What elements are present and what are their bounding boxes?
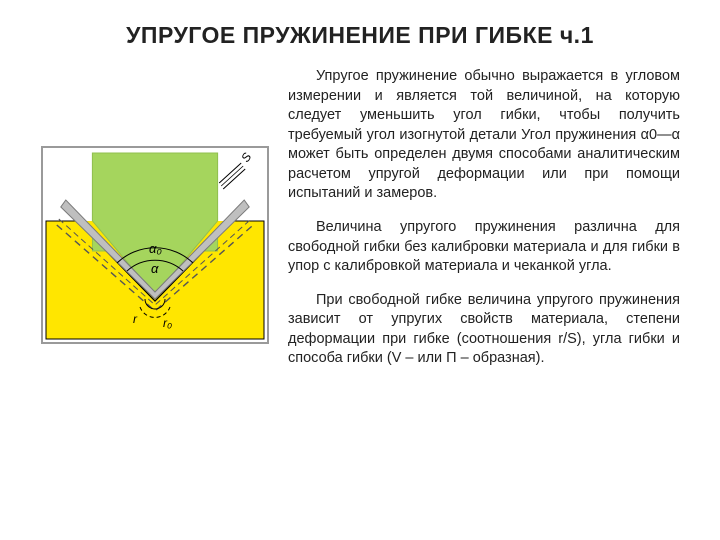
- springback-svg: α₀αrr₀S: [40, 145, 270, 345]
- paragraph-3: При свободной гибке величина упругого пр…: [288, 291, 680, 369]
- svg-text:r₀: r₀: [163, 316, 172, 330]
- svg-text:S: S: [238, 150, 254, 165]
- text-column: Упругое пружинение обычно выражается в у…: [288, 67, 680, 383]
- paragraph-1: Упругое пружинение обычно выражается в у…: [288, 67, 680, 204]
- paragraph-2: Величина упругого пружинения различна дл…: [288, 218, 680, 277]
- slide-body: α₀αrr₀S Упругое пружинение обычно выража…: [40, 67, 680, 383]
- slide-title: УПРУГОЕ ПРУЖИНЕНИЕ ПРИ ГИБКЕ ч.1: [40, 22, 680, 49]
- svg-text:α₀: α₀: [149, 241, 162, 256]
- svg-text:α: α: [151, 261, 159, 276]
- springback-figure: α₀αrr₀S: [40, 145, 270, 350]
